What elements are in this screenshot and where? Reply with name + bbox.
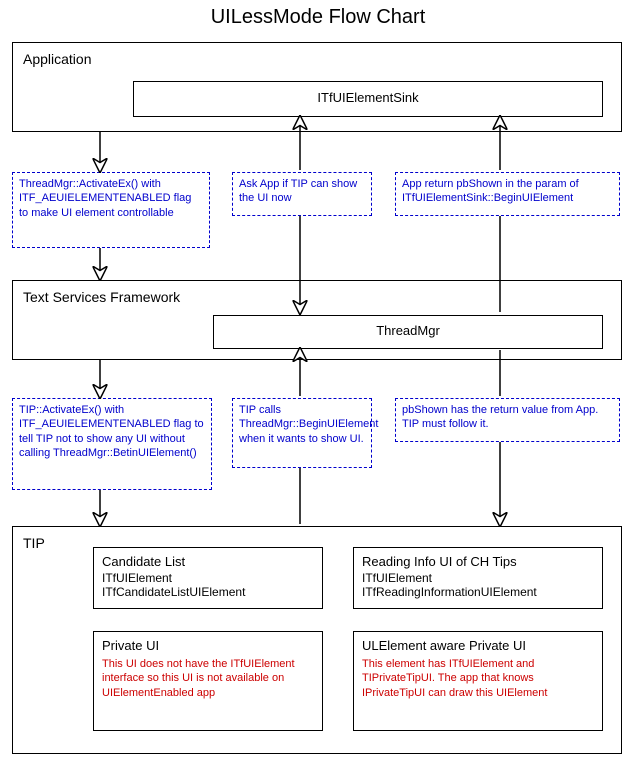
tsf-inner-label: ThreadMgr	[214, 316, 602, 338]
reading-l2: ITfReadingInformationUIElement	[362, 585, 594, 599]
application-label: Application	[23, 51, 92, 67]
candidate-list-box: Candidate List ITfUIElement ITfCandidate…	[93, 547, 323, 609]
aware-desc: This element has ITfUIElement and TIPriv…	[362, 657, 594, 700]
privateui-box: Private UI This UI does not have the ITf…	[93, 631, 323, 731]
tsf-inner: ThreadMgr	[213, 315, 603, 349]
note-askapp: Ask App if TIP can show the UI now	[232, 172, 372, 216]
note-tip-activate: TIP::ActivateEx() with ITF_AEUIELEMENTEN…	[12, 398, 212, 490]
candidate-title: Candidate List	[102, 554, 314, 569]
reading-l1: ITfUIElement	[362, 571, 594, 585]
application-inner: ITfUIElementSink	[133, 81, 603, 117]
tsf-label: Text Services Framework	[23, 289, 180, 305]
tip-box: TIP Candidate List ITfUIElement ITfCandi…	[12, 526, 622, 754]
chart-title: UILessMode Flow Chart	[0, 0, 636, 29]
privateui-title: Private UI	[102, 638, 314, 653]
privateui-desc: This UI does not have the ITfUIElement i…	[102, 657, 314, 700]
note-pbshown-follow: pbShown has the return value from App. T…	[395, 398, 620, 442]
note-tip-calls: TIP calls ThreadMgr::BeginUIElement when…	[232, 398, 372, 468]
reading-title: Reading Info UI of CH Tips	[362, 554, 594, 569]
note-pbshown-return: App return pbShown in the param of ITfUI…	[395, 172, 620, 216]
application-box: Application ITfUIElementSink	[12, 42, 622, 132]
candidate-l1: ITfUIElement	[102, 571, 314, 585]
aware-title: ULElement aware Private UI	[362, 638, 594, 653]
aware-box: ULElement aware Private UI This element …	[353, 631, 603, 731]
application-inner-label: ITfUIElementSink	[134, 82, 602, 105]
note-activateex: ThreadMgr::ActivateEx() with ITF_AEUIELE…	[12, 172, 210, 248]
tsf-box: Text Services Framework ThreadMgr	[12, 280, 622, 360]
candidate-l2: ITfCandidateListUIElement	[102, 585, 314, 599]
reading-box: Reading Info UI of CH Tips ITfUIElement …	[353, 547, 603, 609]
tip-label: TIP	[23, 535, 45, 551]
